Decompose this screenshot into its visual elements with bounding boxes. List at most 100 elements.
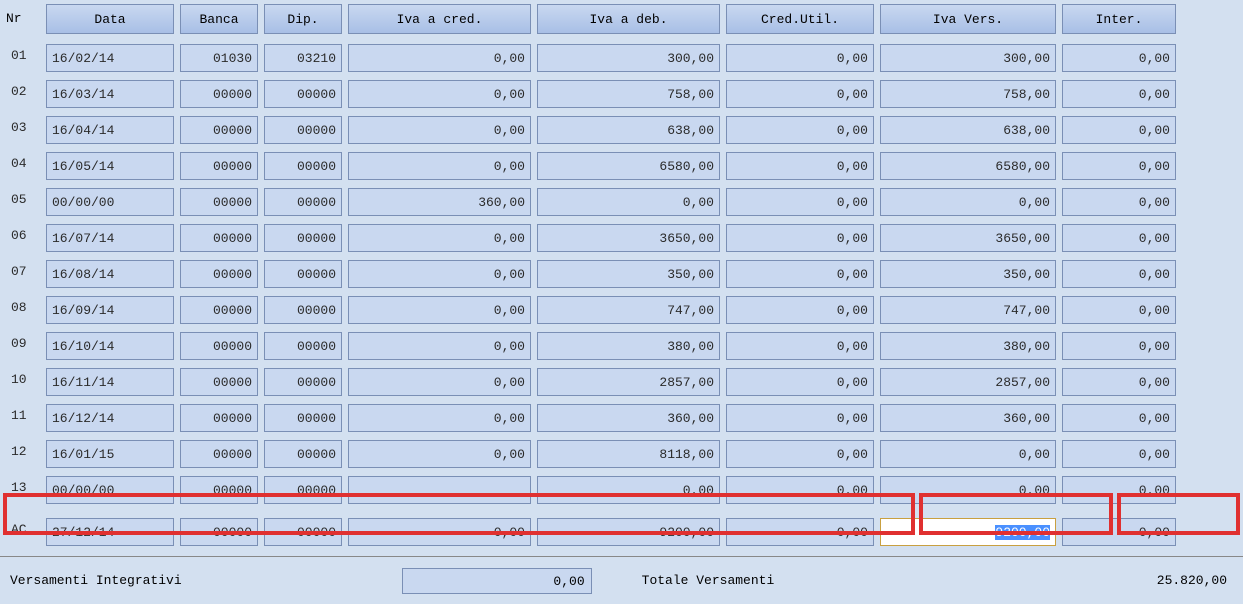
data-cell[interactable]: 16/10/14 (46, 332, 174, 360)
banca-cell[interactable]: 00000 (180, 80, 258, 108)
deb-cell[interactable]: 3650,00 (537, 224, 720, 252)
cred-cell[interactable]: 0,00 (348, 152, 531, 180)
inter-cell[interactable]: 0,00 (1062, 224, 1176, 252)
util-cell[interactable]: 0,00 (726, 152, 874, 180)
inter-cell[interactable]: 0,00 (1062, 152, 1176, 180)
banca-cell[interactable]: 00000 (180, 116, 258, 144)
deb-cell[interactable]: 380,00 (537, 332, 720, 360)
vers-cell[interactable]: 638,00 (880, 116, 1056, 144)
inter-cell[interactable]: 0,00 (1062, 44, 1176, 72)
banca-cell[interactable]: 00000 (180, 440, 258, 468)
cred-cell-ac[interactable]: 0,00 (348, 518, 531, 546)
integrativi-value[interactable]: 0,00 (402, 568, 592, 594)
deb-cell[interactable]: 0,00 (537, 188, 720, 216)
util-cell[interactable]: 0,00 (726, 440, 874, 468)
dip-cell[interactable]: 00000 (264, 80, 342, 108)
vers-cell[interactable]: 2857,00 (880, 368, 1056, 396)
banca-cell[interactable]: 00000 (180, 368, 258, 396)
dip-cell[interactable]: 03210 (264, 44, 342, 72)
deb-cell[interactable]: 638,00 (537, 116, 720, 144)
cred-cell[interactable]: 0,00 (348, 44, 531, 72)
util-cell[interactable]: 0,00 (726, 476, 874, 504)
banca-cell[interactable]: 00000 (180, 296, 258, 324)
data-cell[interactable]: 16/05/14 (46, 152, 174, 180)
cred-cell[interactable]: 0,00 (348, 224, 531, 252)
inter-cell-ac[interactable]: 0,00 (1062, 518, 1176, 546)
hdr-dip[interactable]: Dip. (264, 4, 342, 34)
dip-cell[interactable]: 00000 (264, 296, 342, 324)
util-cell[interactable]: 0,00 (726, 368, 874, 396)
banca-cell[interactable]: 01030 (180, 44, 258, 72)
vers-cell[interactable]: 0,00 (880, 476, 1056, 504)
banca-cell[interactable]: 00000 (180, 476, 258, 504)
inter-cell[interactable]: 0,00 (1062, 296, 1176, 324)
cred-cell[interactable] (348, 476, 531, 504)
vers-cell[interactable]: 380,00 (880, 332, 1056, 360)
inter-cell[interactable]: 0,00 (1062, 80, 1176, 108)
banca-cell[interactable]: 00000 (180, 404, 258, 432)
vers-cell[interactable]: 747,00 (880, 296, 1056, 324)
deb-cell-ac[interactable]: 9200,00 (537, 518, 720, 546)
inter-cell[interactable]: 0,00 (1062, 188, 1176, 216)
cred-cell[interactable]: 0,00 (348, 260, 531, 288)
vers-cell[interactable]: 6580,00 (880, 152, 1056, 180)
util-cell-ac[interactable]: 0,00 (726, 518, 874, 546)
dip-cell[interactable]: 00000 (264, 152, 342, 180)
deb-cell[interactable]: 0,00 (537, 476, 720, 504)
data-cell[interactable]: 16/08/14 (46, 260, 174, 288)
inter-cell[interactable]: 0,00 (1062, 368, 1176, 396)
vers-cell[interactable]: 0,00 (880, 188, 1056, 216)
hdr-cred[interactable]: Iva a cred. (348, 4, 531, 34)
deb-cell[interactable]: 758,00 (537, 80, 720, 108)
data-cell[interactable]: 16/04/14 (46, 116, 174, 144)
vers-cell[interactable]: 300,00 (880, 44, 1056, 72)
vers-cell-ac-edit[interactable]: 9200,00 (880, 518, 1056, 546)
inter-cell[interactable]: 0,00 (1062, 440, 1176, 468)
inter-cell[interactable]: 0,00 (1062, 116, 1176, 144)
vers-cell[interactable]: 350,00 (880, 260, 1056, 288)
util-cell[interactable]: 0,00 (726, 296, 874, 324)
banca-cell[interactable]: 00000 (180, 152, 258, 180)
dip-cell[interactable]: 00000 (264, 260, 342, 288)
cred-cell[interactable]: 360,00 (348, 188, 531, 216)
banca-cell[interactable]: 00000 (180, 188, 258, 216)
util-cell[interactable]: 0,00 (726, 116, 874, 144)
dip-cell[interactable]: 00000 (264, 476, 342, 504)
dip-cell[interactable]: 00000 (264, 188, 342, 216)
inter-cell[interactable]: 0,00 (1062, 332, 1176, 360)
dip-cell[interactable]: 00000 (264, 116, 342, 144)
data-cell[interactable]: 16/02/14 (46, 44, 174, 72)
deb-cell[interactable]: 8118,00 (537, 440, 720, 468)
inter-cell[interactable]: 0,00 (1062, 476, 1176, 504)
dip-cell[interactable]: 00000 (264, 332, 342, 360)
deb-cell[interactable]: 2857,00 (537, 368, 720, 396)
hdr-vers[interactable]: Iva Vers. (880, 4, 1056, 34)
dip-cell-ac[interactable]: 00000 (264, 518, 342, 546)
data-cell[interactable]: 00/00/00 (46, 188, 174, 216)
data-cell-ac[interactable]: 27/12/14 (46, 518, 174, 546)
util-cell[interactable]: 0,00 (726, 332, 874, 360)
vers-cell[interactable]: 360,00 (880, 404, 1056, 432)
vers-cell[interactable]: 0,00 (880, 440, 1056, 468)
deb-cell[interactable]: 350,00 (537, 260, 720, 288)
banca-cell[interactable]: 00000 (180, 260, 258, 288)
cred-cell[interactable]: 0,00 (348, 80, 531, 108)
deb-cell[interactable]: 747,00 (537, 296, 720, 324)
data-cell[interactable]: 16/07/14 (46, 224, 174, 252)
hdr-util[interactable]: Cred.Util. (726, 4, 874, 34)
data-cell[interactable]: 00/00/00 (46, 476, 174, 504)
cred-cell[interactable]: 0,00 (348, 296, 531, 324)
cred-cell[interactable]: 0,00 (348, 404, 531, 432)
dip-cell[interactable]: 00000 (264, 440, 342, 468)
util-cell[interactable]: 0,00 (726, 188, 874, 216)
vers-cell[interactable]: 3650,00 (880, 224, 1056, 252)
data-cell[interactable]: 16/01/15 (46, 440, 174, 468)
hdr-inter[interactable]: Inter. (1062, 4, 1176, 34)
banca-cell-ac[interactable]: 00000 (180, 518, 258, 546)
inter-cell[interactable]: 0,00 (1062, 404, 1176, 432)
cred-cell[interactable]: 0,00 (348, 332, 531, 360)
banca-cell[interactable]: 00000 (180, 332, 258, 360)
cred-cell[interactable]: 0,00 (348, 116, 531, 144)
deb-cell[interactable]: 360,00 (537, 404, 720, 432)
dip-cell[interactable]: 00000 (264, 404, 342, 432)
